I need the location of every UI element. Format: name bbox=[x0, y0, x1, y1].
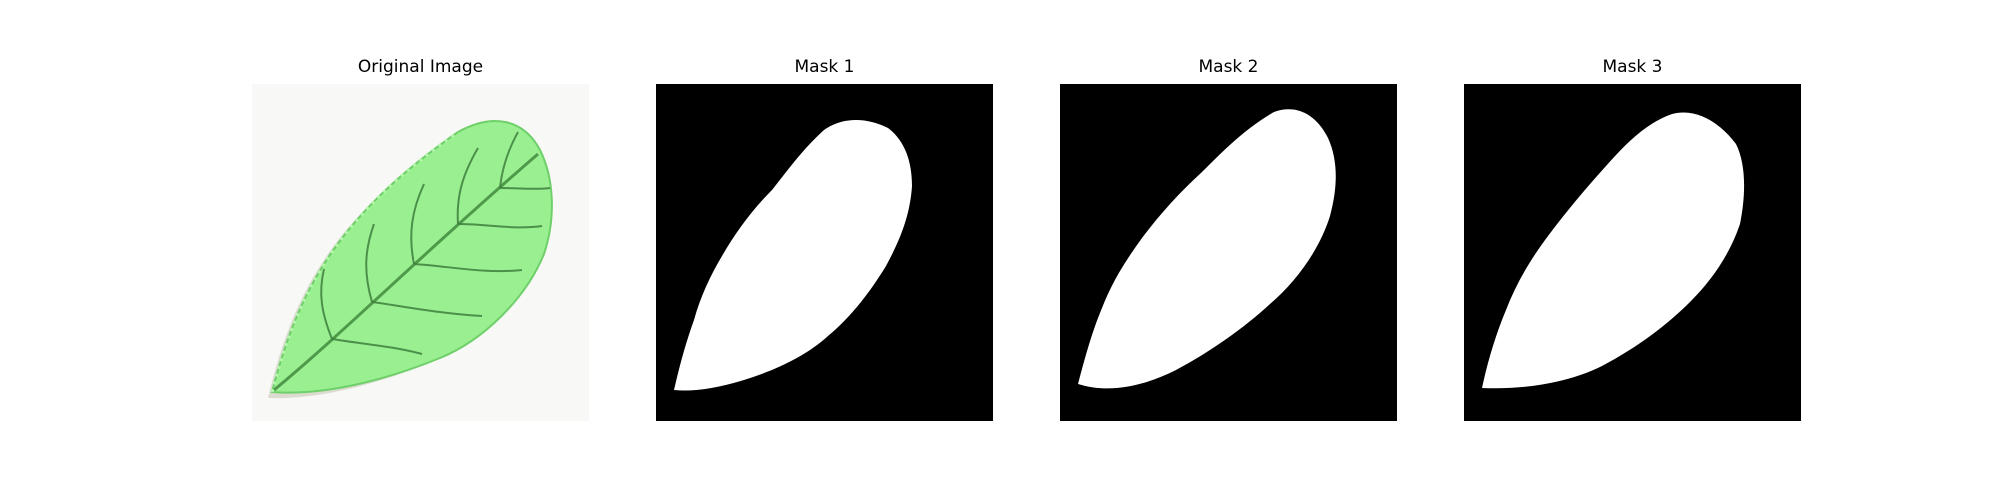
leaf-photo bbox=[252, 84, 589, 421]
mask-2-panel bbox=[1060, 84, 1397, 421]
mask-2-image bbox=[1060, 84, 1397, 421]
mask-1-image bbox=[656, 84, 993, 421]
original-image-panel bbox=[252, 84, 589, 421]
mask-3-image bbox=[1464, 84, 1801, 421]
panel-title-mask-1: Mask 1 bbox=[794, 57, 855, 77]
mask-3-panel bbox=[1464, 84, 1801, 421]
panel-title-original-image: Original Image bbox=[357, 57, 484, 77]
panel-title-mask-3: Mask 3 bbox=[1602, 57, 1663, 77]
panel-title-mask-2: Mask 2 bbox=[1198, 57, 1259, 77]
mask-1-panel bbox=[656, 84, 993, 421]
